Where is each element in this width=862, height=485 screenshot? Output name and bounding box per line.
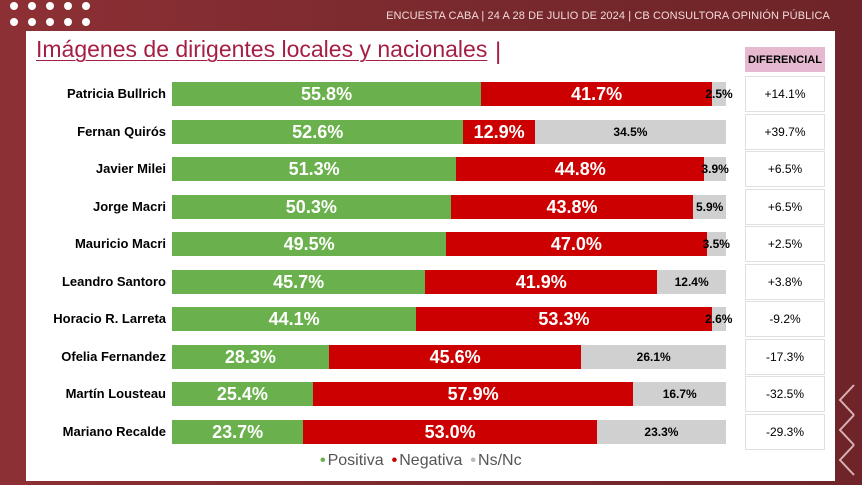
data-label-negativa: 43.8%: [546, 196, 598, 217]
bar-segment-nsnc: [581, 344, 726, 369]
bar-segment-positiva: [172, 382, 313, 406]
category-label: Fernan Quirós: [77, 123, 166, 139]
data-label-positiva: 23.7%: [212, 421, 264, 442]
data-label-nsnc: 26.1%: [636, 349, 671, 364]
category-label: Mariano Recalde: [62, 423, 166, 439]
bar-segment-negativa: [481, 82, 713, 106]
legend-marker-nsnc: •: [470, 452, 477, 469]
legend-item-positiva: • Positiva: [320, 452, 384, 469]
bar-segment-negativa: [446, 232, 707, 256]
chart-panel: [26, 31, 835, 481]
diferencial-value: +39.7%: [745, 113, 825, 150]
bar-segment-positiva: [172, 419, 304, 444]
bar-segment-negativa: [416, 307, 712, 331]
diferencial-value: +6.5%: [745, 151, 825, 187]
bar-segment-positiva: [172, 232, 447, 256]
bar-segment-negativa: [312, 382, 634, 406]
bar-segment-nsnc: [534, 119, 726, 144]
bar-segment-positiva: [172, 344, 329, 369]
data-label-nsnc: 23.3%: [644, 424, 679, 439]
bar-segment-nsnc: [633, 382, 726, 406]
data-label-negativa: 53.3%: [538, 309, 590, 329]
bar-segment-positiva: [172, 119, 464, 144]
data-label-positiva: 49.5%: [283, 234, 335, 254]
data-label-nsnc: 3.5%: [702, 237, 730, 251]
bar-segment-nsnc: [657, 269, 726, 294]
chart-legend: • Positiva • Negativa • Ns/Nc: [320, 452, 522, 470]
bar-segment-positiva: [172, 157, 457, 181]
legend-marker-positiva: •: [320, 452, 326, 469]
diferencial-value: +2.5%: [745, 226, 825, 262]
data-label-nsnc: 12.4%: [674, 274, 709, 289]
data-label-negativa: 47.0%: [550, 234, 602, 254]
bar-segment-negativa: [303, 419, 597, 444]
bar-segment-nsnc: [711, 307, 726, 331]
diferencial-value: -17.3%: [745, 338, 825, 375]
data-label-nsnc: 5.9%: [695, 199, 724, 214]
category-label: Martín Lousteau: [65, 386, 166, 401]
diferencial-value: +3.8%: [745, 263, 825, 300]
data-label-nsnc: 34.5%: [613, 124, 648, 139]
bar-segment-nsnc: [596, 419, 726, 444]
bar-segment-positiva: [172, 269, 426, 294]
bar-segment-negativa: [456, 157, 705, 181]
data-label-positiva: 45.7%: [273, 271, 325, 292]
data-label-nsnc: 2.6%: [705, 312, 733, 326]
diferencial-header: DIFERENCIAL: [745, 47, 825, 72]
data-label-nsnc: 3.9%: [701, 162, 729, 176]
data-label-negativa: 41.9%: [515, 271, 567, 292]
bar-segment-negativa: [463, 119, 535, 144]
title-cursor-bar: |: [495, 38, 502, 65]
data-label-positiva: 52.6%: [292, 121, 344, 142]
legend-item-negativa: • Negativa: [391, 452, 463, 469]
bar-segment-positiva: [172, 82, 482, 106]
decorative-chevrons: [838, 384, 855, 476]
data-label-negativa: 44.8%: [554, 159, 606, 179]
category-label: Jorge Macri: [93, 198, 166, 214]
data-label-negativa: 45.6%: [429, 346, 481, 367]
survey-source-header: ENCUESTA CABA | 24 A 28 DE JULIO DE 2024…: [386, 10, 830, 22]
bar-segment-negativa: [425, 269, 658, 294]
data-label-positiva: 25.4%: [216, 384, 268, 404]
category-label: Leandro Santoro: [61, 273, 166, 289]
data-label-nsnc: 2.5%: [705, 87, 733, 101]
diferencial-value: -32.5%: [745, 376, 825, 412]
data-label-positiva: 50.3%: [285, 196, 337, 217]
data-label-positiva: 28.3%: [224, 346, 276, 367]
category-label: Mauricio Macri: [74, 236, 166, 251]
chart-title: Imágenes de dirigentes locales y naciona…: [36, 36, 488, 62]
data-label-positiva: 44.1%: [268, 309, 320, 329]
bar-segment-positiva: [172, 307, 417, 331]
category-label: Javier Milei: [95, 161, 166, 176]
legend-marker-negativa: •: [391, 452, 398, 469]
data-label-negativa: 12.9%: [473, 121, 525, 142]
diferencial-value: +14.1%: [745, 76, 825, 112]
bar-segment-negativa: [450, 194, 694, 219]
data-label-negativa: 53.0%: [424, 421, 476, 442]
diferencial-value: +6.5%: [745, 188, 825, 225]
data-label-positiva: 51.3%: [288, 159, 340, 179]
bar-segment-nsnc: [712, 82, 726, 106]
diferencial-value: -9.2%: [745, 301, 825, 337]
bar-segment-nsnc: [693, 194, 726, 219]
legend-item-nsnc: • Ns/Nc: [470, 452, 522, 469]
category-label: Horacio R. Larreta: [53, 311, 166, 326]
bar-segment-negativa: [328, 344, 582, 369]
data-label-negativa: 57.9%: [447, 384, 499, 404]
data-label-nsnc: 16.7%: [662, 387, 697, 401]
diferencial-value: -29.3%: [745, 413, 825, 450]
category-label: Ofelia Fernandez: [61, 348, 166, 364]
bar-segment-nsnc: [706, 232, 726, 256]
data-label-positiva: 55.8%: [301, 84, 353, 104]
bar-segment-positiva: [172, 194, 451, 219]
data-label-negativa: 41.7%: [571, 84, 623, 104]
bar-segment-nsnc: [704, 157, 726, 181]
category-label: Patricia Bullrich: [67, 86, 166, 101]
